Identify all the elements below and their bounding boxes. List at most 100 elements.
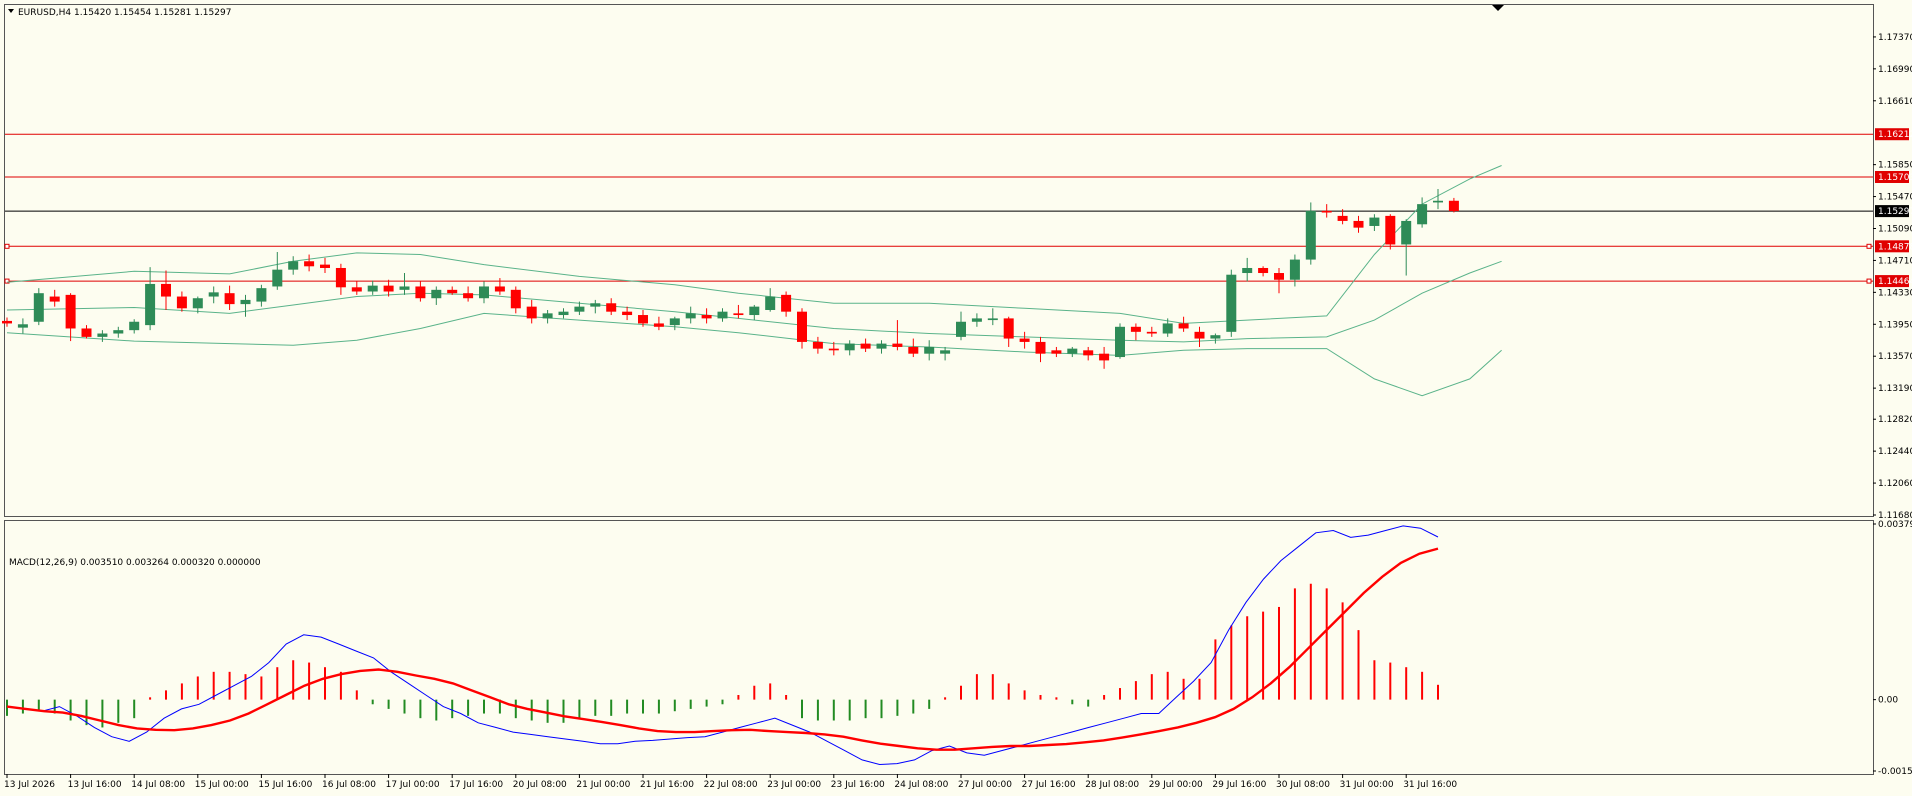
time-axis-label: 27 Jul 00:00	[958, 780, 1012, 790]
candle	[653, 316, 664, 331]
candle	[797, 308, 807, 349]
candle-body	[208, 292, 219, 297]
candle	[606, 298, 617, 316]
candle	[320, 257, 330, 274]
price-axis-label: 1.13570	[1878, 352, 1912, 362]
level-anchor-handle[interactable]	[1866, 278, 1872, 284]
candle-body	[606, 303, 617, 312]
candle	[685, 306, 696, 324]
price-axis-label: 1.15470	[1878, 193, 1912, 203]
candle	[33, 288, 44, 326]
candle	[701, 308, 712, 324]
candle-body	[860, 343, 871, 349]
level-anchor-handle[interactable]	[4, 278, 10, 284]
candle	[1226, 269, 1237, 337]
candle-body	[81, 328, 92, 337]
candle	[240, 294, 251, 317]
candle-body	[320, 264, 330, 268]
bollinger-upper-band	[6, 165, 1502, 324]
price-axis-label: 1.13950	[1878, 320, 1912, 330]
candle	[65, 293, 76, 342]
candle	[161, 270, 171, 310]
time-axis-label: 13 Jul 16:00	[68, 780, 122, 790]
candle-body	[1194, 331, 1205, 339]
candle	[669, 316, 680, 331]
candle	[415, 281, 426, 302]
bollinger-middle-band	[6, 260, 1502, 343]
time-axis-label: 22 Jul 08:00	[704, 780, 758, 790]
candle	[1083, 346, 1094, 361]
time-axis-label: 17 Jul 00:00	[386, 780, 440, 790]
time-axis-label: 31 Jul 16:00	[1403, 780, 1457, 790]
candle-body	[351, 287, 362, 292]
candle-body	[383, 285, 394, 292]
candle-body	[940, 350, 951, 354]
candle-body	[797, 311, 807, 342]
candle	[463, 286, 474, 302]
time-axis-label: 30 Jul 08:00	[1276, 780, 1330, 790]
candle-body	[288, 261, 299, 270]
price-axis-label: 1.11680	[1878, 511, 1912, 521]
candle-body	[256, 288, 267, 302]
candle-body	[97, 333, 108, 337]
candle	[1067, 346, 1078, 358]
candle	[590, 299, 601, 314]
candle-body	[558, 311, 569, 316]
candle-body	[574, 306, 585, 312]
candle-body	[971, 318, 982, 322]
candle-body	[1019, 338, 1030, 342]
price-axis-label: 1.16990	[1878, 65, 1912, 75]
macd-axis-label: -0.00154	[1878, 767, 1912, 777]
candle	[1178, 316, 1189, 332]
candle	[224, 285, 235, 310]
candle-body	[1035, 341, 1046, 354]
candle-body	[1226, 274, 1237, 332]
candle-body	[431, 289, 442, 299]
time-axis-label: 31 Jul 00:00	[1340, 780, 1394, 790]
chart-shift-marker-icon[interactable]	[1492, 5, 1504, 11]
candle-body	[1385, 215, 1396, 245]
level-price-tag	[1875, 128, 1909, 141]
candle-body	[876, 343, 887, 349]
price-axis-label: 1.12060	[1878, 479, 1912, 489]
candle	[765, 288, 776, 312]
current-price-tag-label: 1.15297	[1878, 207, 1912, 217]
symbol-menu-arrow-icon[interactable]	[8, 9, 14, 13]
candle	[351, 281, 362, 295]
candle	[574, 301, 585, 316]
candle	[1099, 346, 1110, 369]
candle-body	[1003, 318, 1014, 339]
time-axis-label: 21 Jul 16:00	[640, 780, 694, 790]
candle-body	[161, 283, 171, 297]
candle	[208, 286, 219, 304]
candle	[622, 306, 633, 321]
level-anchor-handle[interactable]	[4, 243, 10, 249]
price-axis-label: 1.15850	[1878, 161, 1912, 171]
candle-body	[1448, 200, 1459, 212]
level-anchor-handle[interactable]	[1866, 243, 1872, 249]
time-axis-label: 17 Jul 16:00	[449, 780, 503, 790]
candle-body	[1083, 350, 1094, 356]
candle	[828, 341, 839, 356]
time-axis-label: 23 Jul 16:00	[831, 780, 885, 790]
bollinger-lower-band	[6, 312, 1502, 397]
candle-body	[1210, 335, 1221, 339]
candle	[431, 286, 442, 305]
candle	[1051, 346, 1062, 358]
time-axis-label: 13 Jul 2026	[4, 780, 55, 790]
candle	[638, 309, 648, 327]
candle	[542, 309, 553, 324]
candle-body	[908, 346, 919, 354]
time-axis-label: 23 Jul 00:00	[767, 780, 821, 790]
candle-body	[415, 286, 426, 299]
candle-body	[1067, 348, 1078, 354]
candle	[2, 317, 12, 327]
candle-body	[1369, 217, 1380, 226]
time-axis-label: 16 Jul 08:00	[322, 780, 376, 790]
candle	[1337, 209, 1348, 225]
price-axis-label: 1.15090	[1878, 224, 1912, 234]
level-price-tag	[1875, 170, 1909, 183]
current-price-tag	[1875, 205, 1909, 218]
candle	[17, 318, 28, 334]
